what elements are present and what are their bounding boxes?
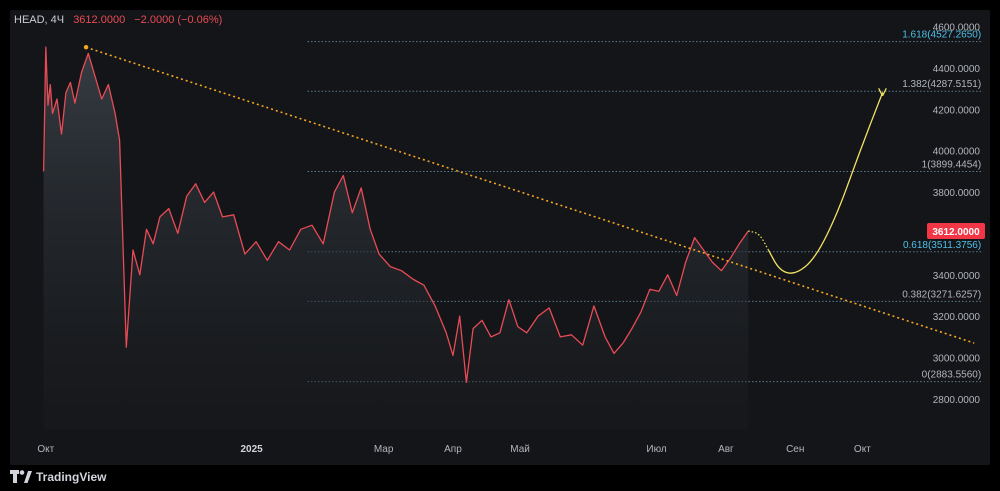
projection-dotted [748,230,769,251]
x-axis[interactable]: Окт 2025 Мар Апр Май Июл Авг Сен Окт [37,444,871,455]
y-tick-label: 4400.0000 [933,64,981,75]
x-tick-label: Окт [854,444,871,455]
x-tick-label: Окт [37,444,54,455]
symbol-label[interactable]: HEAD, 4Ч [14,14,65,26]
x-tick-label: Авг [718,444,734,455]
last-price: 3612.0000 [73,14,126,26]
footer-brand[interactable]: TradingView [10,467,106,487]
x-tick-label: Сен [786,444,804,455]
y-tick-label: 2800.0000 [933,395,981,406]
x-tick-label: Апр [444,444,462,455]
y-tick-label: 4200.0000 [933,105,981,116]
y-tick-label: 3800.0000 [933,188,981,199]
trendline-anchor [83,45,89,50]
price-badge-group: 3612.0000 [927,222,985,239]
current-price-label: 3612.0000 [932,227,980,238]
x-tick-label: Июл [646,444,666,455]
brand-name: TradingView [36,470,107,484]
trendline-line [85,46,975,344]
price-area-fill [43,47,749,430]
price-area [43,47,749,430]
fib-level-label: 0(2883.5560) [922,370,982,381]
fib-level-label: 1.382(4287.5151) [902,79,981,90]
price-change: −2.0000 (−0.06%) [134,14,223,26]
current-price-badge [927,222,985,239]
symbol-legend: HEAD, 4Ч 3612.0000 −2.0000 (−0.06%) [14,14,222,26]
projection-arrow[interactable] [748,93,882,274]
fib-level-label: 1(3899.4454) [922,159,982,170]
x-tick-label: Мар [374,444,394,455]
price-chart[interactable]: 1.618(4527.2650) 1.382(4287.5151) 1(3899.4… [10,10,990,465]
x-tick-label: 2025 [240,444,263,455]
y-tick-label: 4000.0000 [933,147,981,158]
y-tick-label: 3000.0000 [933,354,981,365]
x-tick-label: Май [510,444,530,455]
trendline[interactable] [83,45,975,344]
fib-level-label: 0.618(3511.3756) [903,240,981,251]
y-tick-label: 3200.0000 [933,312,981,323]
price-line [42,46,749,384]
fib-level-label: 1.618(4527.2650) [902,30,981,41]
tradingview-logo-icon [10,470,32,483]
fib-level-label: 0.382(3271.6257) [902,289,981,300]
y-tick-label: 4600.0000 [933,23,981,34]
chart-frame: 1.618(4527.2650) 1.382(4287.5151) 1(3899.4… [10,10,990,465]
price-series [42,46,749,384]
projection-curve [767,93,882,274]
y-tick-label: 3400.0000 [933,271,981,282]
